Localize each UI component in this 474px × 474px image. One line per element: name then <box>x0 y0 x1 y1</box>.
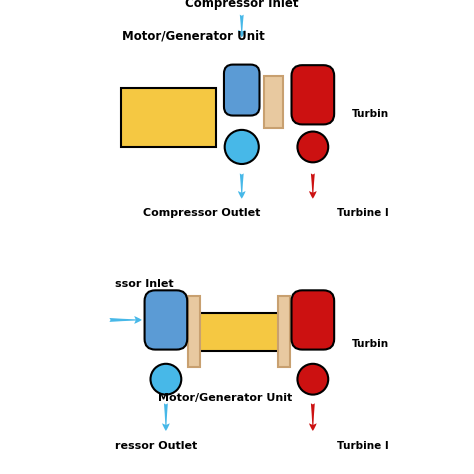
Circle shape <box>151 364 181 394</box>
Text: Turbine I: Turbine I <box>337 208 388 219</box>
Text: Compressor Inlet: Compressor Inlet <box>185 0 299 10</box>
FancyBboxPatch shape <box>292 290 334 350</box>
Bar <box>189 296 200 367</box>
Bar <box>121 88 216 147</box>
Text: Motor/Generator Unit: Motor/Generator Unit <box>122 29 265 42</box>
Text: Motor/Generator Unit: Motor/Generator Unit <box>158 393 292 403</box>
Bar <box>192 313 287 351</box>
Text: Turbin: Turbin <box>352 338 389 349</box>
Text: Turbin: Turbin <box>352 109 389 119</box>
Text: ressor Outlet: ressor Outlet <box>115 440 197 451</box>
Circle shape <box>225 130 259 164</box>
Text: ssor Inlet: ssor Inlet <box>115 279 173 290</box>
Bar <box>264 76 283 128</box>
FancyBboxPatch shape <box>224 64 259 116</box>
Circle shape <box>298 364 328 394</box>
Bar <box>279 296 290 367</box>
FancyBboxPatch shape <box>292 65 334 124</box>
Circle shape <box>298 131 328 163</box>
Text: Turbine I: Turbine I <box>337 440 388 451</box>
FancyBboxPatch shape <box>145 290 187 350</box>
Text: Compressor Outlet: Compressor Outlet <box>143 208 260 219</box>
